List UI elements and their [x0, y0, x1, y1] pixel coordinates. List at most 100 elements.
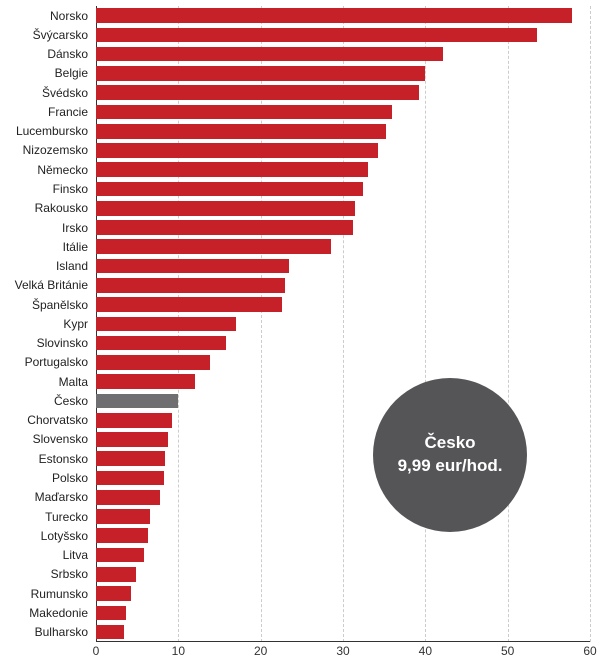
bar-row [96, 584, 590, 603]
x-axis-tick-label: 0 [93, 644, 100, 658]
bar-row [96, 83, 590, 102]
bar [96, 8, 572, 23]
y-axis-label: Francie [0, 102, 92, 121]
y-axis-label: Slovensko [0, 430, 92, 449]
bar [96, 297, 282, 312]
y-axis-label: Slovinsko [0, 334, 92, 353]
bar-row [96, 6, 590, 25]
bar-row [96, 334, 590, 353]
bar-row [96, 199, 590, 218]
x-axis-ticks: 0102030405060 [96, 644, 590, 664]
y-axis-label: Portugalsko [0, 353, 92, 372]
x-axis-tick-label: 50 [501, 644, 514, 658]
bar [96, 105, 392, 120]
bar-row [96, 237, 590, 256]
y-axis-label: Polsko [0, 468, 92, 487]
bar [96, 586, 131, 601]
x-axis-tick-label: 30 [336, 644, 349, 658]
bar [96, 278, 285, 293]
hourly-labor-cost-chart: NorskoŠvýcarskoDánskoBelgieŠvédskoFranci… [0, 0, 600, 668]
bar [96, 162, 368, 177]
bar [96, 528, 148, 543]
y-axis-label: Švédsko [0, 83, 92, 102]
bar-row [96, 45, 590, 64]
bar-row [96, 122, 590, 141]
x-axis-tick-label: 20 [254, 644, 267, 658]
y-axis-label: Island [0, 256, 92, 275]
callout-cesko: Česko 9,99 eur/hod. [373, 378, 527, 532]
y-axis-label: Turecko [0, 507, 92, 526]
bar [96, 201, 355, 216]
y-axis-label: Lucembursko [0, 122, 92, 141]
y-axis-label: Kypr [0, 314, 92, 333]
bar-row [96, 526, 590, 545]
bar [96, 124, 386, 139]
x-axis-tick-label: 40 [419, 644, 432, 658]
bar [96, 239, 331, 254]
bar [96, 47, 443, 62]
y-axis-labels: NorskoŠvýcarskoDánskoBelgieŠvédskoFranci… [0, 6, 92, 642]
bar-row [96, 372, 590, 391]
bar-row [96, 160, 590, 179]
y-axis-label: Srbsko [0, 565, 92, 584]
x-axis-tick-label: 10 [172, 644, 185, 658]
bar-row [96, 353, 590, 372]
grid-line [590, 6, 591, 642]
bar-row [96, 276, 590, 295]
y-axis-label: Rakousko [0, 199, 92, 218]
bar [96, 85, 419, 100]
bar [96, 548, 144, 563]
bar [96, 606, 126, 621]
bar-row [96, 507, 590, 526]
bar-row [96, 25, 590, 44]
bar [96, 567, 136, 582]
callout-line2: 9,99 eur/hod. [398, 455, 503, 478]
bar [96, 509, 150, 524]
y-axis-label: Irsko [0, 218, 92, 237]
y-axis-label: Dánsko [0, 45, 92, 64]
y-axis-label: Lotyšsko [0, 526, 92, 545]
y-axis-label: Finsko [0, 179, 92, 198]
y-axis-label: Česko [0, 391, 92, 410]
y-axis-label: Německo [0, 160, 92, 179]
bar [96, 66, 425, 81]
y-axis-label: Malta [0, 372, 92, 391]
y-axis-label: Španělsko [0, 295, 92, 314]
bar [96, 432, 168, 447]
y-axis-label: Bulharsko [0, 623, 92, 642]
bar [96, 182, 363, 197]
callout-line1: Česko [425, 432, 476, 455]
y-axis-label: Maďarsko [0, 488, 92, 507]
bar [96, 471, 164, 486]
bar-row [96, 141, 590, 160]
bar [96, 451, 165, 466]
bar-row [96, 256, 590, 275]
y-axis-label: Norsko [0, 6, 92, 25]
y-axis-label: Litva [0, 545, 92, 564]
bar [96, 413, 172, 428]
y-axis-label: Nizozemsko [0, 141, 92, 160]
x-axis-tick-label: 60 [583, 644, 596, 658]
bar [96, 259, 289, 274]
bar [96, 317, 236, 332]
bar-row [96, 603, 590, 622]
y-axis-label: Rumunsko [0, 584, 92, 603]
bars-container [96, 6, 590, 642]
y-axis-label: Belgie [0, 64, 92, 83]
bar-row [96, 295, 590, 314]
bar [96, 336, 226, 351]
bar-row [96, 314, 590, 333]
bar [96, 394, 178, 409]
y-axis-label: Velká Británie [0, 276, 92, 295]
bar [96, 355, 210, 370]
y-axis-label: Makedonie [0, 603, 92, 622]
bar-row [96, 218, 590, 237]
bar [96, 143, 378, 158]
y-axis-label: Chorvatsko [0, 411, 92, 430]
bar-row [96, 64, 590, 83]
bar-row [96, 565, 590, 584]
bar [96, 625, 124, 640]
bar-row [96, 102, 590, 121]
bar-row [96, 179, 590, 198]
bar-row [96, 623, 590, 642]
